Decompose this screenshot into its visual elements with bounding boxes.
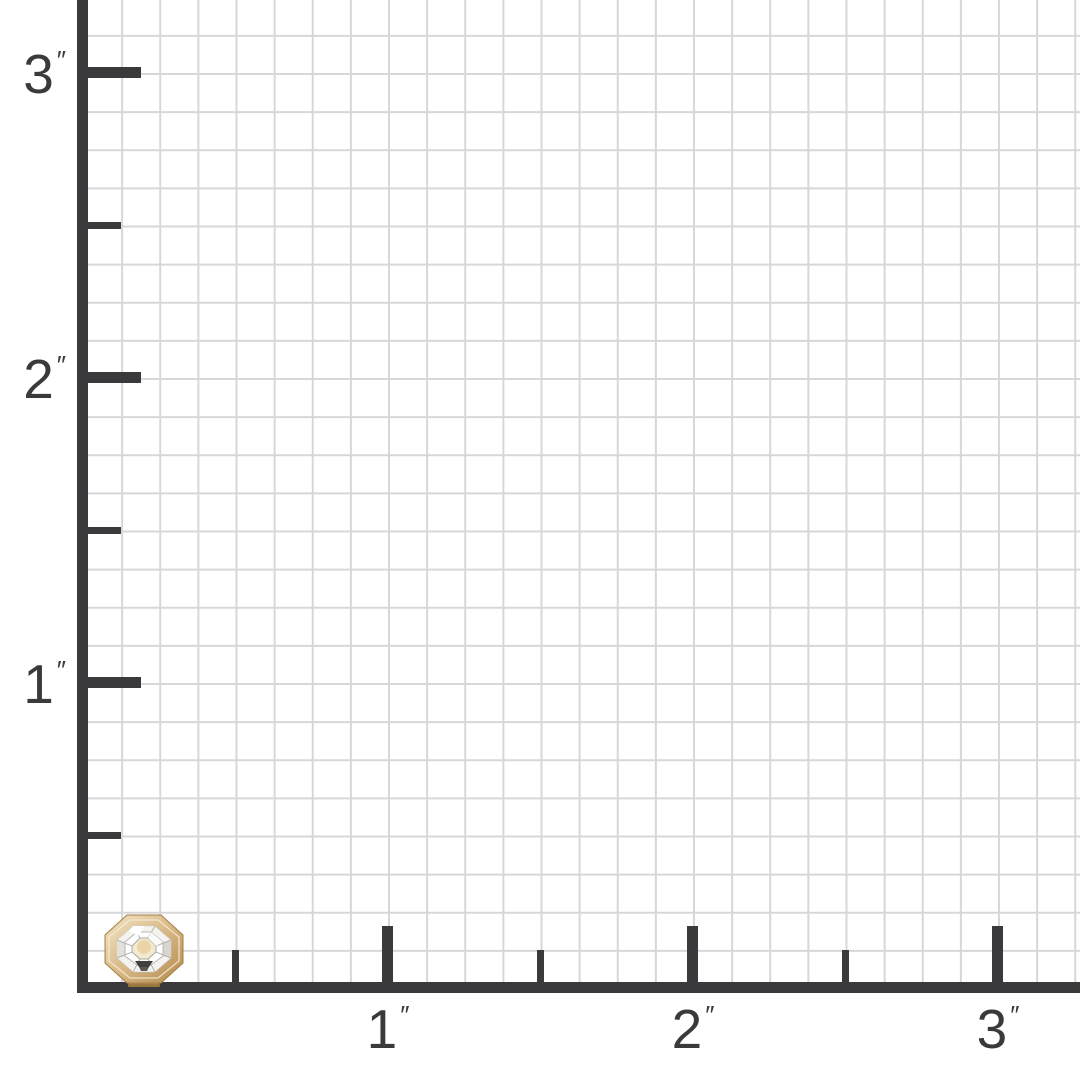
y-axis-half-tick-1-5in — [88, 527, 121, 534]
x-label-digit: 1 — [366, 998, 398, 1060]
inch-mark: ″ — [56, 45, 66, 75]
x-axis-major-tick-2in — [687, 926, 698, 982]
y-axis-half-tick-0-5in — [88, 832, 121, 839]
x-axis-line — [77, 982, 1080, 993]
sparkle-highlight — [129, 926, 145, 936]
y-axis-line — [77, 0, 88, 993]
x-axis-half-tick-2-5in — [842, 950, 849, 983]
y-axis-major-tick-2in — [88, 372, 141, 383]
x-axis-label-3in: 3 ″ — [953, 995, 1043, 1063]
y-axis-half-tick-2-5in — [88, 222, 121, 229]
y-label-digit: 3 — [23, 43, 54, 105]
grid-background — [83, 0, 1080, 982]
x-axis-label-2in: 2 ″ — [648, 995, 738, 1063]
inch-mark: ″ — [400, 1000, 410, 1030]
x-axis-half-tick-0-5in — [232, 950, 239, 983]
dark-facet — [135, 961, 153, 967]
inch-mark: ″ — [1010, 1000, 1020, 1030]
earring-image — [104, 914, 184, 987]
x-label-digit: 3 — [976, 998, 1008, 1060]
inch-mark: ″ — [56, 655, 66, 685]
x-axis-major-tick-1in — [382, 926, 393, 982]
inch-mark: ″ — [705, 1000, 715, 1030]
y-label-digit: 1 — [23, 653, 54, 715]
y-axis-label-2in: 2 ″ — [0, 345, 66, 413]
inch-mark: ″ — [56, 350, 66, 380]
y-axis-major-tick-3in — [88, 67, 141, 78]
gold-reflection — [137, 940, 151, 954]
gemstone — [116, 925, 172, 973]
y-axis-major-tick-1in — [88, 677, 141, 688]
y-axis-label-3in: 3 ″ — [0, 40, 66, 108]
y-label-digit: 2 — [23, 348, 54, 410]
x-axis-label-1in: 1 ″ — [343, 995, 433, 1063]
x-axis-half-tick-1-5in — [537, 950, 544, 983]
x-label-digit: 2 — [671, 998, 703, 1060]
y-axis-label-1in: 1 ″ — [0, 650, 66, 718]
x-axis-major-tick-3in — [992, 926, 1003, 982]
